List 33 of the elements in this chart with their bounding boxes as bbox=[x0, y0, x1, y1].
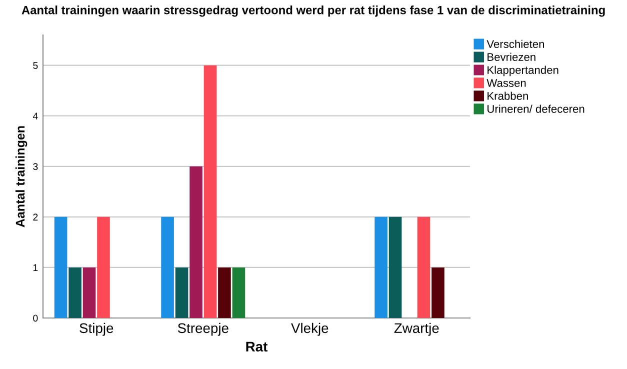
x-axis-title: Rat bbox=[246, 342, 268, 352]
x-tick-label: Streepje bbox=[178, 322, 228, 336]
bar bbox=[232, 267, 246, 318]
bar bbox=[82, 267, 96, 318]
y-tick-label: 0 bbox=[33, 314, 38, 322]
chart-title: Aantal trainingen waarin stressgedrag vertoond werd per rat tijdens fase 1 van de discriminatietraining bbox=[22, 6, 605, 17]
x-tick-label: Vlekje bbox=[291, 322, 328, 336]
legend-label: Krabben bbox=[488, 92, 528, 100]
y-tick-label: 2 bbox=[33, 214, 38, 220]
bar bbox=[388, 216, 402, 318]
bar bbox=[161, 216, 174, 318]
bar bbox=[432, 267, 444, 318]
y-tick-label: 4 bbox=[32, 112, 38, 120]
bar bbox=[204, 65, 217, 318]
y-axis-title: Aantal trainingen bbox=[15, 126, 28, 228]
bar bbox=[417, 216, 430, 318]
bar bbox=[374, 216, 388, 318]
bar bbox=[54, 216, 68, 318]
legend-label: Klappertanden bbox=[488, 66, 558, 76]
y-tick-label: 1 bbox=[33, 264, 38, 271]
x-tick-label: Zwartje bbox=[394, 322, 439, 336]
bar bbox=[97, 216, 110, 318]
legend-label: Wassen bbox=[486, 79, 526, 87]
bar bbox=[218, 267, 231, 318]
y-tick-label: 5 bbox=[33, 62, 38, 69]
legend-label: Bevriezen bbox=[488, 52, 536, 61]
y-tick-label: 3 bbox=[33, 163, 38, 170]
legend-label: Urineren/ defeceren bbox=[488, 104, 584, 113]
bar bbox=[190, 166, 202, 318]
x-tick-label: Stipje bbox=[80, 322, 114, 336]
legend-label: Verschieten bbox=[486, 40, 544, 48]
bar bbox=[68, 267, 82, 318]
bar bbox=[175, 267, 188, 318]
